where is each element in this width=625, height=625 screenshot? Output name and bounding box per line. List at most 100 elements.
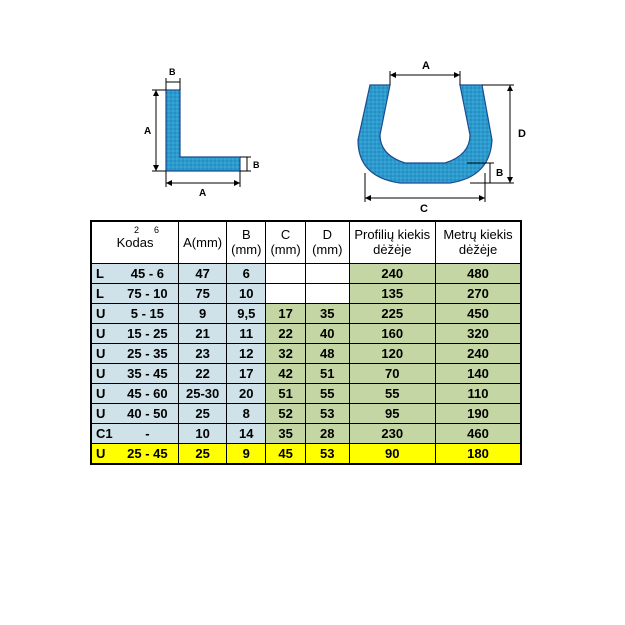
table-cell: 22 (179, 363, 227, 383)
header-kodas: 2 6 Kodas (91, 221, 179, 263)
label-C: C (420, 203, 428, 215)
table-cell: 6 (227, 263, 266, 283)
l-profile-diagram: A B B A (130, 60, 290, 220)
u-profile-diagram: A D B C (330, 55, 540, 225)
table-cell: 55 (349, 383, 435, 403)
table-cell: 230 (349, 423, 435, 443)
table-row: U5 - 1599,51735225450 (91, 303, 521, 323)
table-cell: 11 (227, 323, 266, 343)
table-cell: 12 (227, 343, 266, 363)
table-cell: 35 - 45 (117, 363, 179, 383)
table-cell: 135 (349, 283, 435, 303)
table-cell: 21 (179, 323, 227, 343)
table-cell: 52 (266, 403, 305, 423)
table-cell: 25 (179, 403, 227, 423)
label-A: A (422, 60, 430, 72)
table-cell: U (91, 383, 117, 403)
label-B-right: B (253, 160, 260, 170)
table-cell: 90 (349, 443, 435, 464)
table-cell: U (91, 303, 117, 323)
table-cell: 45 - 60 (117, 383, 179, 403)
table-cell: 140 (435, 363, 521, 383)
table-cell: 160 (349, 323, 435, 343)
label-B-top: B (169, 67, 176, 77)
header-m: Metrų kiekis dėžėje (435, 221, 521, 263)
table-cell: 10 (227, 283, 266, 303)
table-cell: 9,5 (227, 303, 266, 323)
diagram-area: A B B A (0, 0, 625, 220)
header-p: Profilių kiekis dėžėje (349, 221, 435, 263)
table-cell: 45 - 6 (117, 263, 179, 283)
table-cell: 40 (305, 323, 349, 343)
table-cell: 225 (349, 303, 435, 323)
table-row: U25 - 3523123248120240 (91, 343, 521, 363)
header-a: A(mm) (179, 221, 227, 263)
table-cell: U (91, 443, 117, 464)
header-b: B (mm) (227, 221, 266, 263)
table-cell (266, 263, 305, 283)
table-cell: 25 - 45 (117, 443, 179, 464)
table-cell: 270 (435, 283, 521, 303)
table-cell: 17 (266, 303, 305, 323)
spec-table: 2 6 Kodas A(mm) B (mm) C (mm) D (mm) Pro… (90, 220, 522, 465)
table-cell: 53 (305, 443, 349, 464)
table-cell: 22 (266, 323, 305, 343)
table-cell: U (91, 403, 117, 423)
table-row: L75 - 107510135270 (91, 283, 521, 303)
table-cell: 25 - 35 (117, 343, 179, 363)
table-cell: 75 (179, 283, 227, 303)
table-body: L45 - 6476240480L75 - 107510135270U5 - 1… (91, 263, 521, 464)
table-cell: - (117, 423, 179, 443)
table-cell: 10 (179, 423, 227, 443)
table-cell: 240 (435, 343, 521, 363)
table-cell: L (91, 283, 117, 303)
label-A-horizontal: A (199, 188, 206, 199)
table-cell: 180 (435, 443, 521, 464)
table-cell: 5 - 15 (117, 303, 179, 323)
table-cell: 460 (435, 423, 521, 443)
table-cell: 70 (349, 363, 435, 383)
table-row: U40 - 50258525395190 (91, 403, 521, 423)
table-cell: 20 (227, 383, 266, 403)
table-cell: L (91, 263, 117, 283)
table-cell: 47 (179, 263, 227, 283)
header-kodas-sup2: 6 (154, 225, 159, 235)
table-cell: U (91, 363, 117, 383)
table-cell: 25-30 (179, 383, 227, 403)
page: A B B A (0, 0, 625, 625)
table-cell: 9 (227, 443, 266, 464)
table-header-row: 2 6 Kodas A(mm) B (mm) C (mm) D (mm) Pro… (91, 221, 521, 263)
table-cell: 95 (349, 403, 435, 423)
table-cell: 51 (266, 383, 305, 403)
table-row: L45 - 6476 240480 (91, 263, 521, 283)
table-cell (305, 283, 349, 303)
table-cell: 40 - 50 (117, 403, 179, 423)
table-cell: 320 (435, 323, 521, 343)
table-cell: 17 (227, 363, 266, 383)
table-cell: U (91, 343, 117, 363)
table-cell: 480 (435, 263, 521, 283)
table-cell: 32 (266, 343, 305, 363)
table-cell: 110 (435, 383, 521, 403)
label-D: D (518, 128, 526, 140)
table-cell: 14 (227, 423, 266, 443)
header-kodas-label: Kodas (117, 235, 154, 250)
table-cell: 25 (179, 443, 227, 464)
table-cell: 48 (305, 343, 349, 363)
table-cell: 15 - 25 (117, 323, 179, 343)
table-cell (266, 283, 305, 303)
table-cell: 45 (266, 443, 305, 464)
table-cell: 240 (349, 263, 435, 283)
table-row: U15 - 2521112240160320 (91, 323, 521, 343)
label-A-vertical: A (144, 126, 151, 137)
table-cell: 23 (179, 343, 227, 363)
spec-table-wrap: 2 6 Kodas A(mm) B (mm) C (mm) D (mm) Pro… (90, 220, 625, 465)
table-cell: 9 (179, 303, 227, 323)
table-cell: 55 (305, 383, 349, 403)
table-cell: 35 (266, 423, 305, 443)
table-cell: 51 (305, 363, 349, 383)
table-row: U35 - 452217425170140 (91, 363, 521, 383)
header-d: D (mm) (305, 221, 349, 263)
label-B: B (496, 168, 503, 179)
header-c: C (mm) (266, 221, 305, 263)
